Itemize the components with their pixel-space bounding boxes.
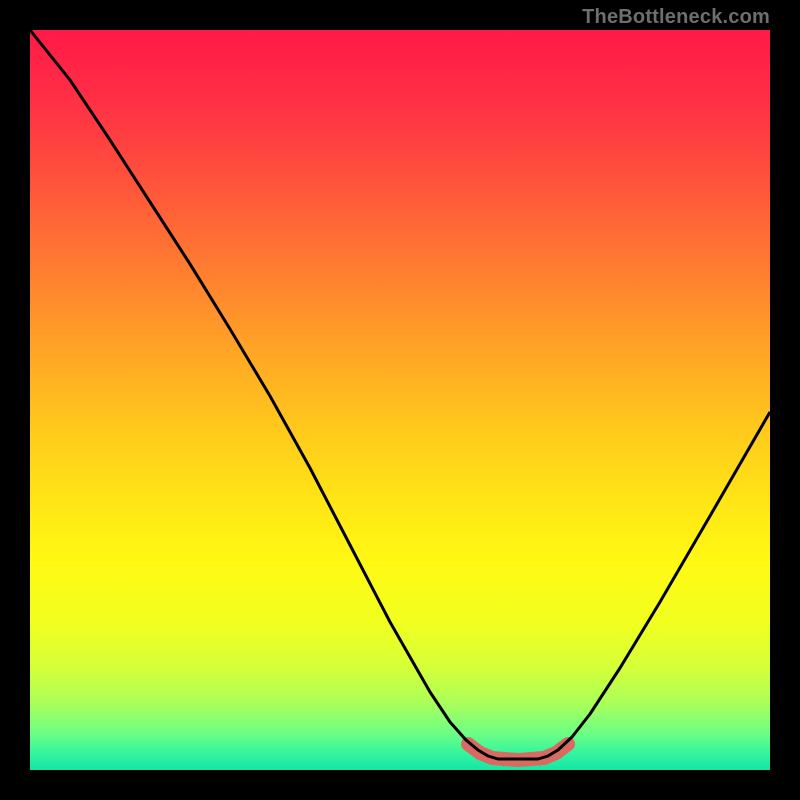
watermark-text: TheBottleneck.com [582, 6, 770, 29]
bottleneck-curve [30, 30, 770, 759]
plot-area [30, 30, 770, 770]
curve-layer [30, 30, 770, 770]
chart-frame: TheBottleneck.com [0, 0, 800, 800]
